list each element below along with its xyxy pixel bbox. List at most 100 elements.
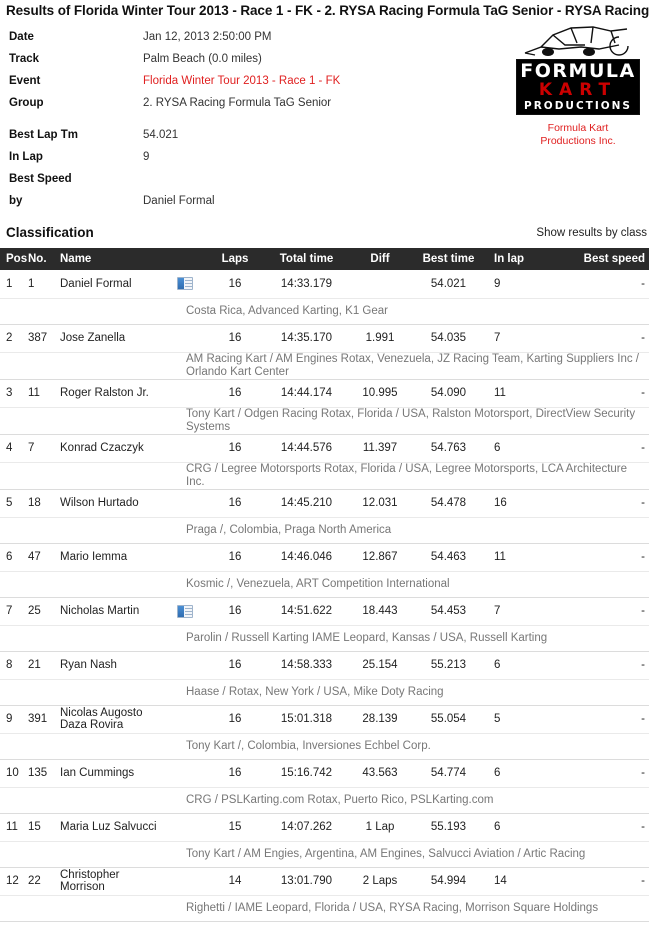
meta-row-event: Event Florida Winter Tour 2013 - Race 1 …	[9, 70, 649, 92]
cell-best-speed: -	[546, 759, 649, 788]
page-title: Results of Florida Winter Tour 2013 - Ra…	[6, 3, 649, 18]
logo-caption-line2: Productions Inc.	[540, 134, 616, 147]
team-info-row: AM Racing Kart / AM Engines Rotax, Venez…	[0, 352, 649, 380]
col-header-pos[interactable]: Pos	[0, 248, 27, 270]
contact-card-icon[interactable]	[177, 604, 193, 618]
cell-pos: 7	[0, 597, 24, 626]
cell-pos: 9	[0, 705, 24, 734]
cell-best-speed: -	[546, 597, 649, 626]
table-row[interactable]: 8 21 Ryan Nash 16 14:58.333 25.154 55.213 6-	[0, 651, 649, 680]
table-row[interactable]: 7 25 Nicholas Martin 16 14:51.622 18.443 54.45…	[0, 597, 649, 626]
table-row[interactable]: 5 18 Wilson Hurtado 16 14:45.210 12.031 54.478…	[0, 489, 649, 518]
cell-best-speed: -	[546, 813, 649, 842]
cell-name: Roger Ralston Jr.	[54, 379, 164, 408]
cell-total-time: 14:44.174	[264, 379, 349, 408]
logo-text-formula: FORMULA	[520, 60, 636, 82]
table-row[interactable]: 10 135 Ian Cummings 16 15:16.742 43.563 54.774…	[0, 759, 649, 788]
cell-icon	[164, 651, 206, 680]
table-row[interactable]: 3 11 Roger Ralston Jr. 16 14:44.174 10.995 54.…	[0, 379, 649, 408]
cell-in-lap: 6	[486, 651, 546, 680]
meta-label-best-lap-tm: Best Lap Tm	[9, 129, 79, 141]
cell-name: Nicolas Augosto Daza Rovira	[54, 705, 164, 734]
team-info-row: Tony Kart / AM Engies, Argentina, AM Eng…	[0, 841, 649, 868]
cell-name: Daniel Formal	[54, 270, 164, 299]
cell-pos: 12	[0, 867, 24, 896]
kart-line-art-icon	[524, 26, 629, 56]
col-header-total-time[interactable]: Total time	[264, 248, 349, 270]
cell-pos: 8	[0, 651, 24, 680]
table-header: Pos No. Name Laps Total time Diff Best t…	[0, 248, 649, 270]
cell-no: 18	[24, 489, 54, 518]
col-header-best-time[interactable]: Best time	[411, 248, 486, 270]
col-header-diff[interactable]: Diff	[349, 248, 411, 270]
meta-value-event[interactable]: Florida Winter Tour 2013 - Race 1 - FK	[143, 75, 341, 87]
cell-total-time: 14:45.210	[264, 489, 349, 518]
cell-diff: 18.443	[349, 597, 411, 626]
cell-diff: 12.867	[349, 543, 411, 572]
cell-pos: 1	[0, 270, 24, 299]
col-header-name[interactable]: Name	[54, 248, 164, 270]
cell-best-time: 54.463	[411, 543, 486, 572]
cell-total-time: 15:01.318	[264, 705, 349, 734]
cell-best-time: 55.213	[411, 651, 486, 680]
cell-total-time: 14:51.622	[264, 597, 349, 626]
cell-icon	[164, 270, 206, 299]
cell-name: Maria Luz Salvucci	[54, 813, 164, 842]
table-row[interactable]: 1 1 Daniel Formal 16 14:33.179 54.021 9-	[0, 270, 649, 299]
meta-value-in-lap: 9	[143, 151, 150, 163]
table-row[interactable]: 4 7 Konrad Czaczyk 16 14:44.576 11.397 54.763 6…	[0, 434, 649, 463]
team-info-text: CRG / PSLKarting.com Rotax, Puerto Rico,…	[0, 787, 649, 814]
team-info-text: Tony Kart /, Colombia, Inversiones Echbe…	[0, 733, 649, 760]
classification-heading: Classification	[6, 225, 94, 240]
col-header-best-speed[interactable]: Best speed	[546, 248, 649, 270]
cell-in-lap: 7	[486, 324, 546, 353]
cell-pos: 6	[0, 543, 24, 572]
col-header-no[interactable]: No.	[24, 248, 54, 270]
show-results-by-class-link[interactable]: Show results by class	[536, 227, 647, 239]
cell-diff: 1.991	[349, 324, 411, 353]
cell-total-time: 14:35.170	[264, 324, 349, 353]
cell-no: 387	[24, 324, 54, 353]
cell-in-lap: 11	[486, 379, 546, 408]
contact-card-icon[interactable]	[177, 277, 193, 291]
cell-diff	[349, 270, 411, 299]
table-row[interactable]: 12 22 Christopher Morrison 14 13:01.790 2 Lap…	[0, 867, 649, 896]
cell-total-time: 14:07.262	[264, 813, 349, 842]
col-header-laps[interactable]: Laps	[206, 248, 264, 270]
meta-value-track: Palm Beach (0.0 miles)	[143, 53, 262, 65]
cell-name: Jose Zanella	[54, 324, 164, 353]
cell-best-time: 54.021	[411, 270, 486, 299]
table-row[interactable]: 9 391 Nicolas Augosto Daza Rovira 16 15:01.3…	[0, 705, 649, 734]
cell-no: 391	[24, 705, 54, 734]
cell-laps: 16	[206, 597, 264, 626]
cell-pos: 3	[0, 379, 24, 408]
meta-row-track: Track Palm Beach (0.0 miles)	[9, 48, 649, 70]
cell-total-time: 14:58.333	[264, 651, 349, 680]
cell-laps: 16	[206, 543, 264, 572]
cell-diff: 43.563	[349, 759, 411, 788]
cell-icon	[164, 489, 206, 518]
cell-best-speed: -	[546, 543, 649, 572]
cell-laps: 16	[206, 434, 264, 463]
cell-diff: 28.139	[349, 705, 411, 734]
table-row[interactable]: 6 47 Mario Iemma 16 14:46.046 12.867 54.463 11-	[0, 543, 649, 572]
cell-in-lap: 6	[486, 759, 546, 788]
cell-in-lap: 7	[486, 597, 546, 626]
cell-in-lap: 14	[486, 867, 546, 896]
cell-laps: 16	[206, 651, 264, 680]
table-row[interactable]: 11 15 Maria Luz Salvucci 15 14:07.262 1 Lap 55…	[0, 813, 649, 842]
logo-caption-line1: Formula Kart	[547, 121, 609, 134]
cell-best-speed: -	[546, 324, 649, 353]
cell-no: 25	[24, 597, 54, 626]
team-info-row: CRG / PSLKarting.com Rotax, Puerto Rico,…	[0, 787, 649, 814]
cell-laps: 16	[206, 489, 264, 518]
col-header-in-lap[interactable]: In lap	[486, 248, 546, 270]
table-row[interactable]: 2 387 Jose Zanella 16 14:35.170 1.991 54.035 7-	[0, 324, 649, 353]
cell-pos: 10	[0, 759, 24, 788]
cell-in-lap: 5	[486, 705, 546, 734]
cell-diff: 10.995	[349, 379, 411, 408]
cell-best-time: 54.035	[411, 324, 486, 353]
meta-row-in-lap: In Lap 9	[9, 146, 649, 168]
team-info-row: Praga /, Colombia, Praga North America	[0, 517, 649, 544]
